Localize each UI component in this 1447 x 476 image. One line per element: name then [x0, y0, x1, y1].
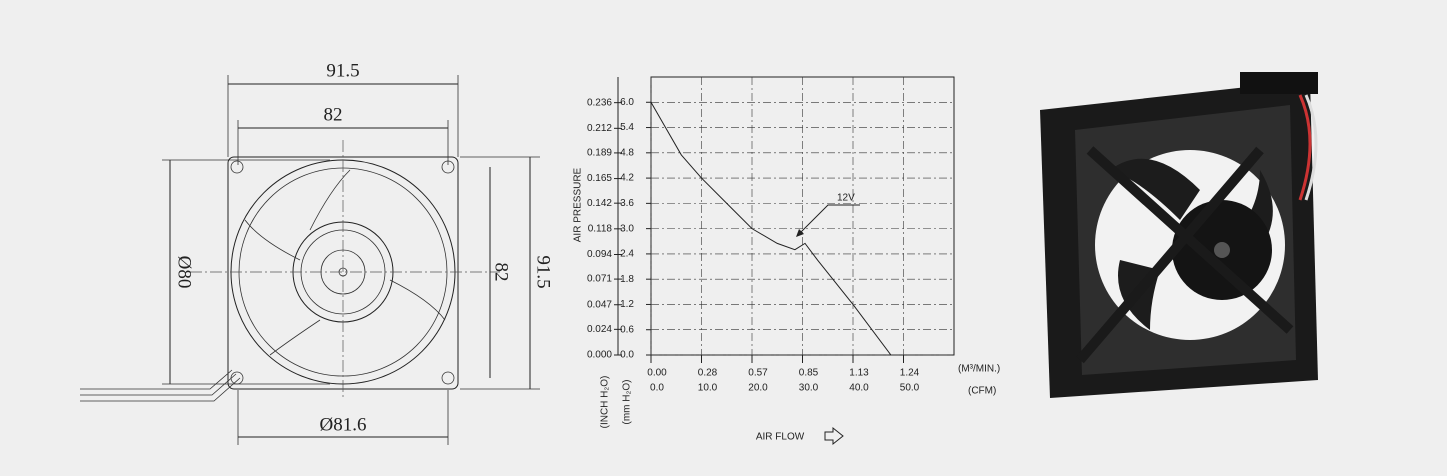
y2-tick-label: 0.189	[587, 148, 612, 159]
chart: 0.0 0.6 1.2 1.8 2.4 3.0 3.6 4.2 4.8 5.4 6.0 0.000 0.…	[587, 77, 954, 394]
y-tick-label: 5.4	[620, 122, 634, 133]
x2-tick-label: 1.24	[900, 368, 920, 379]
x-tick-label: 30.0	[799, 383, 819, 394]
y-tick-label: 3.0	[620, 223, 634, 234]
y2-tick-label: 0.047	[587, 299, 612, 310]
y2-tick-label: 0.212	[587, 123, 612, 134]
dimension: Ø80	[174, 256, 195, 289]
y-axis-title: AIR PRESSURE	[573, 167, 584, 242]
y2-tick-label: 0.165	[587, 173, 612, 184]
fan-photo	[1040, 72, 1318, 398]
y2-tick-label: 0.118	[588, 223, 613, 234]
y2-tick-label: 0.236	[587, 97, 612, 108]
x-tick-label: 50.0	[900, 383, 920, 394]
x-tick-label: 0.0	[650, 383, 664, 394]
annotation-arrow	[797, 204, 860, 236]
y-tick-label: 4.2	[620, 173, 634, 184]
x-tick-label: 20.0	[748, 383, 768, 394]
y2-unit: (INCH H₂O)	[600, 376, 611, 429]
y-tick-label: 0.6	[620, 324, 634, 335]
y2-tick-label: 0.142	[587, 198, 612, 209]
x-tick-label: 10.0	[698, 383, 718, 394]
annotation: 12V	[837, 193, 855, 204]
dimension: 82	[491, 263, 512, 282]
dimension: 91.5	[533, 255, 554, 288]
y2-tick-label: 0.071	[587, 274, 612, 285]
y2-tick-label: 0.094	[587, 249, 612, 260]
curve	[650, 102, 892, 356]
x-tick-label: 40.0	[849, 383, 869, 394]
arrow	[824, 426, 844, 446]
y-tick-label: 6.0	[620, 97, 634, 108]
y-tick-label: 1.2	[620, 299, 634, 310]
dimension: 91.5	[326, 60, 359, 81]
x-unit: (CFM)	[968, 386, 996, 397]
dimension: 82	[324, 104, 343, 125]
x2-tick-label: 0.28	[698, 368, 718, 379]
annotation-arrowhead	[796, 229, 804, 237]
x2-tick-label: 0.57	[748, 368, 768, 379]
y-tick-label: 2.4	[620, 249, 634, 260]
x-axis-title: AIR FLOW	[756, 432, 805, 443]
y-tick-label: 1.8	[620, 274, 634, 285]
y-tick-label: 0.0	[620, 350, 634, 361]
y-tick-label: 3.6	[620, 198, 634, 209]
fan-drawing: 91.5 82 Ø80 82 91.5 Ø81.6	[80, 60, 554, 445]
y2-tick-label: 0.000	[587, 350, 612, 361]
y-unit: (mm H₂O)	[622, 380, 633, 425]
x2-tick-label: 0.00	[647, 368, 667, 379]
x2-tick-label: 0.85	[799, 368, 819, 379]
y-tick-label: 4.8	[620, 147, 634, 158]
y2-tick-label: 0.024	[587, 324, 612, 335]
dimension: Ø81.6	[320, 414, 367, 435]
x2-unit: (M³/MIN.)	[958, 364, 1000, 375]
x2-tick-label: 1.13	[849, 368, 869, 379]
